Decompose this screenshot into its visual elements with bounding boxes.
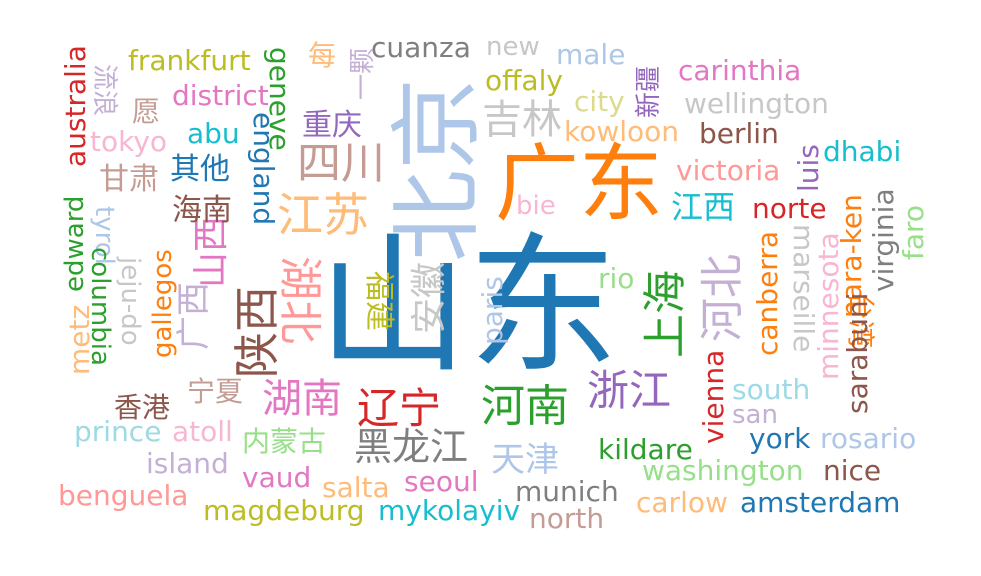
word-xianggang: 香港 (114, 391, 171, 424)
word-seoul: seoul (404, 465, 479, 498)
word-guangdong: 广东 (495, 135, 664, 233)
word-tokyo: tokyo (90, 125, 168, 158)
word-qita: 其他 (170, 152, 230, 187)
word-york: york (749, 422, 811, 455)
word-anhui: 安徽 (409, 261, 450, 334)
word-tianjin: 天津 (491, 440, 559, 480)
word-san: san (732, 400, 778, 430)
word-district: district (172, 79, 269, 112)
word-neimenggu: 内蒙古 (242, 425, 327, 458)
word-zhejiang: 浙江 (587, 366, 672, 415)
word-hebei: 河北 (697, 254, 748, 342)
word-kowloon: kowloon (564, 115, 680, 148)
word-wellington: wellington (684, 87, 829, 120)
word-henan: 河南 (481, 381, 569, 432)
word-paris: paris (476, 276, 509, 345)
word-jeju-do: jeju-do (115, 257, 145, 346)
word-offaly: offaly (485, 64, 563, 97)
word-north: north (529, 502, 605, 535)
word-hainan: 海南 (172, 193, 232, 228)
word-mykolayiv: mykolayiv (378, 494, 521, 527)
word-magdeburg: magdeburg (203, 494, 365, 527)
word-liulang: 流浪 (89, 64, 119, 117)
word-new: new (486, 32, 540, 62)
word-victoria: victoria (676, 154, 781, 187)
word-gallegos: gallegos (148, 249, 178, 358)
word-atoll: atoll (172, 415, 233, 448)
word-canberra: canberra (751, 231, 784, 356)
word-island: island (146, 447, 229, 480)
word-benguela: benguela (58, 479, 189, 512)
word-vienna: vienna (697, 349, 730, 444)
word-prince: prince (74, 415, 162, 448)
word-chongqing: 重庆 (302, 108, 362, 143)
word-amsterdam: amsterdam (740, 486, 901, 519)
word-luis: luis (792, 144, 825, 192)
word-yuan: 愿 (132, 95, 161, 128)
word-jilin: 吉林 (482, 97, 562, 143)
word-jiangsu: 江苏 (277, 188, 369, 242)
word-dhabi: dhabi (823, 135, 902, 168)
word-bie: bie (516, 191, 556, 221)
word-xinjiang: 新疆 (634, 65, 664, 118)
word-carinthia: carinthia (678, 54, 802, 87)
word-kildare: kildare (598, 433, 693, 466)
word-jiangxi: 江西 (671, 188, 736, 226)
word-norte: norte (752, 192, 827, 225)
word-heilongjiang: 黑龙江 (354, 425, 469, 469)
word-male: male (556, 38, 626, 71)
word-virginia: virginia (867, 188, 900, 292)
word-munich: munich (515, 475, 619, 508)
word-shandong: 山东 (318, 220, 619, 394)
word-berlin: berlin (699, 117, 779, 150)
word-sarabuni: sarabuni (841, 292, 874, 414)
word-ningxia: 宁夏 (187, 375, 244, 408)
word-australia: australia (59, 45, 92, 167)
word-shanghai: 上海 (640, 270, 691, 358)
word-hubei: 湖北 (274, 256, 325, 344)
word-carlow: carlow (636, 486, 728, 519)
word-metz: metz (63, 304, 96, 375)
word-mei: 每 (308, 39, 337, 72)
word-washington: washington (642, 454, 804, 487)
word-south: south (732, 373, 811, 406)
word-beijing: 北京 (384, 77, 491, 262)
word-nice: nice (823, 454, 882, 487)
word-cuanza: cuanza (371, 31, 471, 64)
word-hunan: 湖南 (262, 376, 342, 422)
word-salta: salta (322, 471, 390, 504)
word-liaoning: 辽宁 (357, 384, 442, 433)
word-faro: faro (897, 204, 930, 260)
word-vaud: vaud (242, 461, 312, 494)
word-abu: abu (187, 117, 240, 150)
word-england: england (247, 112, 280, 226)
word-rio: rio (598, 262, 635, 295)
word-rosario: rosario (820, 422, 917, 455)
word-gansu: 甘肃 (99, 162, 159, 197)
word-guangxi: 广西 (174, 282, 214, 350)
word-city: city (574, 85, 625, 118)
word-fujian: 福建 (361, 271, 396, 331)
word-frankfurt: frankfurt (128, 44, 251, 77)
word-sichuan: 四川 (297, 138, 385, 189)
